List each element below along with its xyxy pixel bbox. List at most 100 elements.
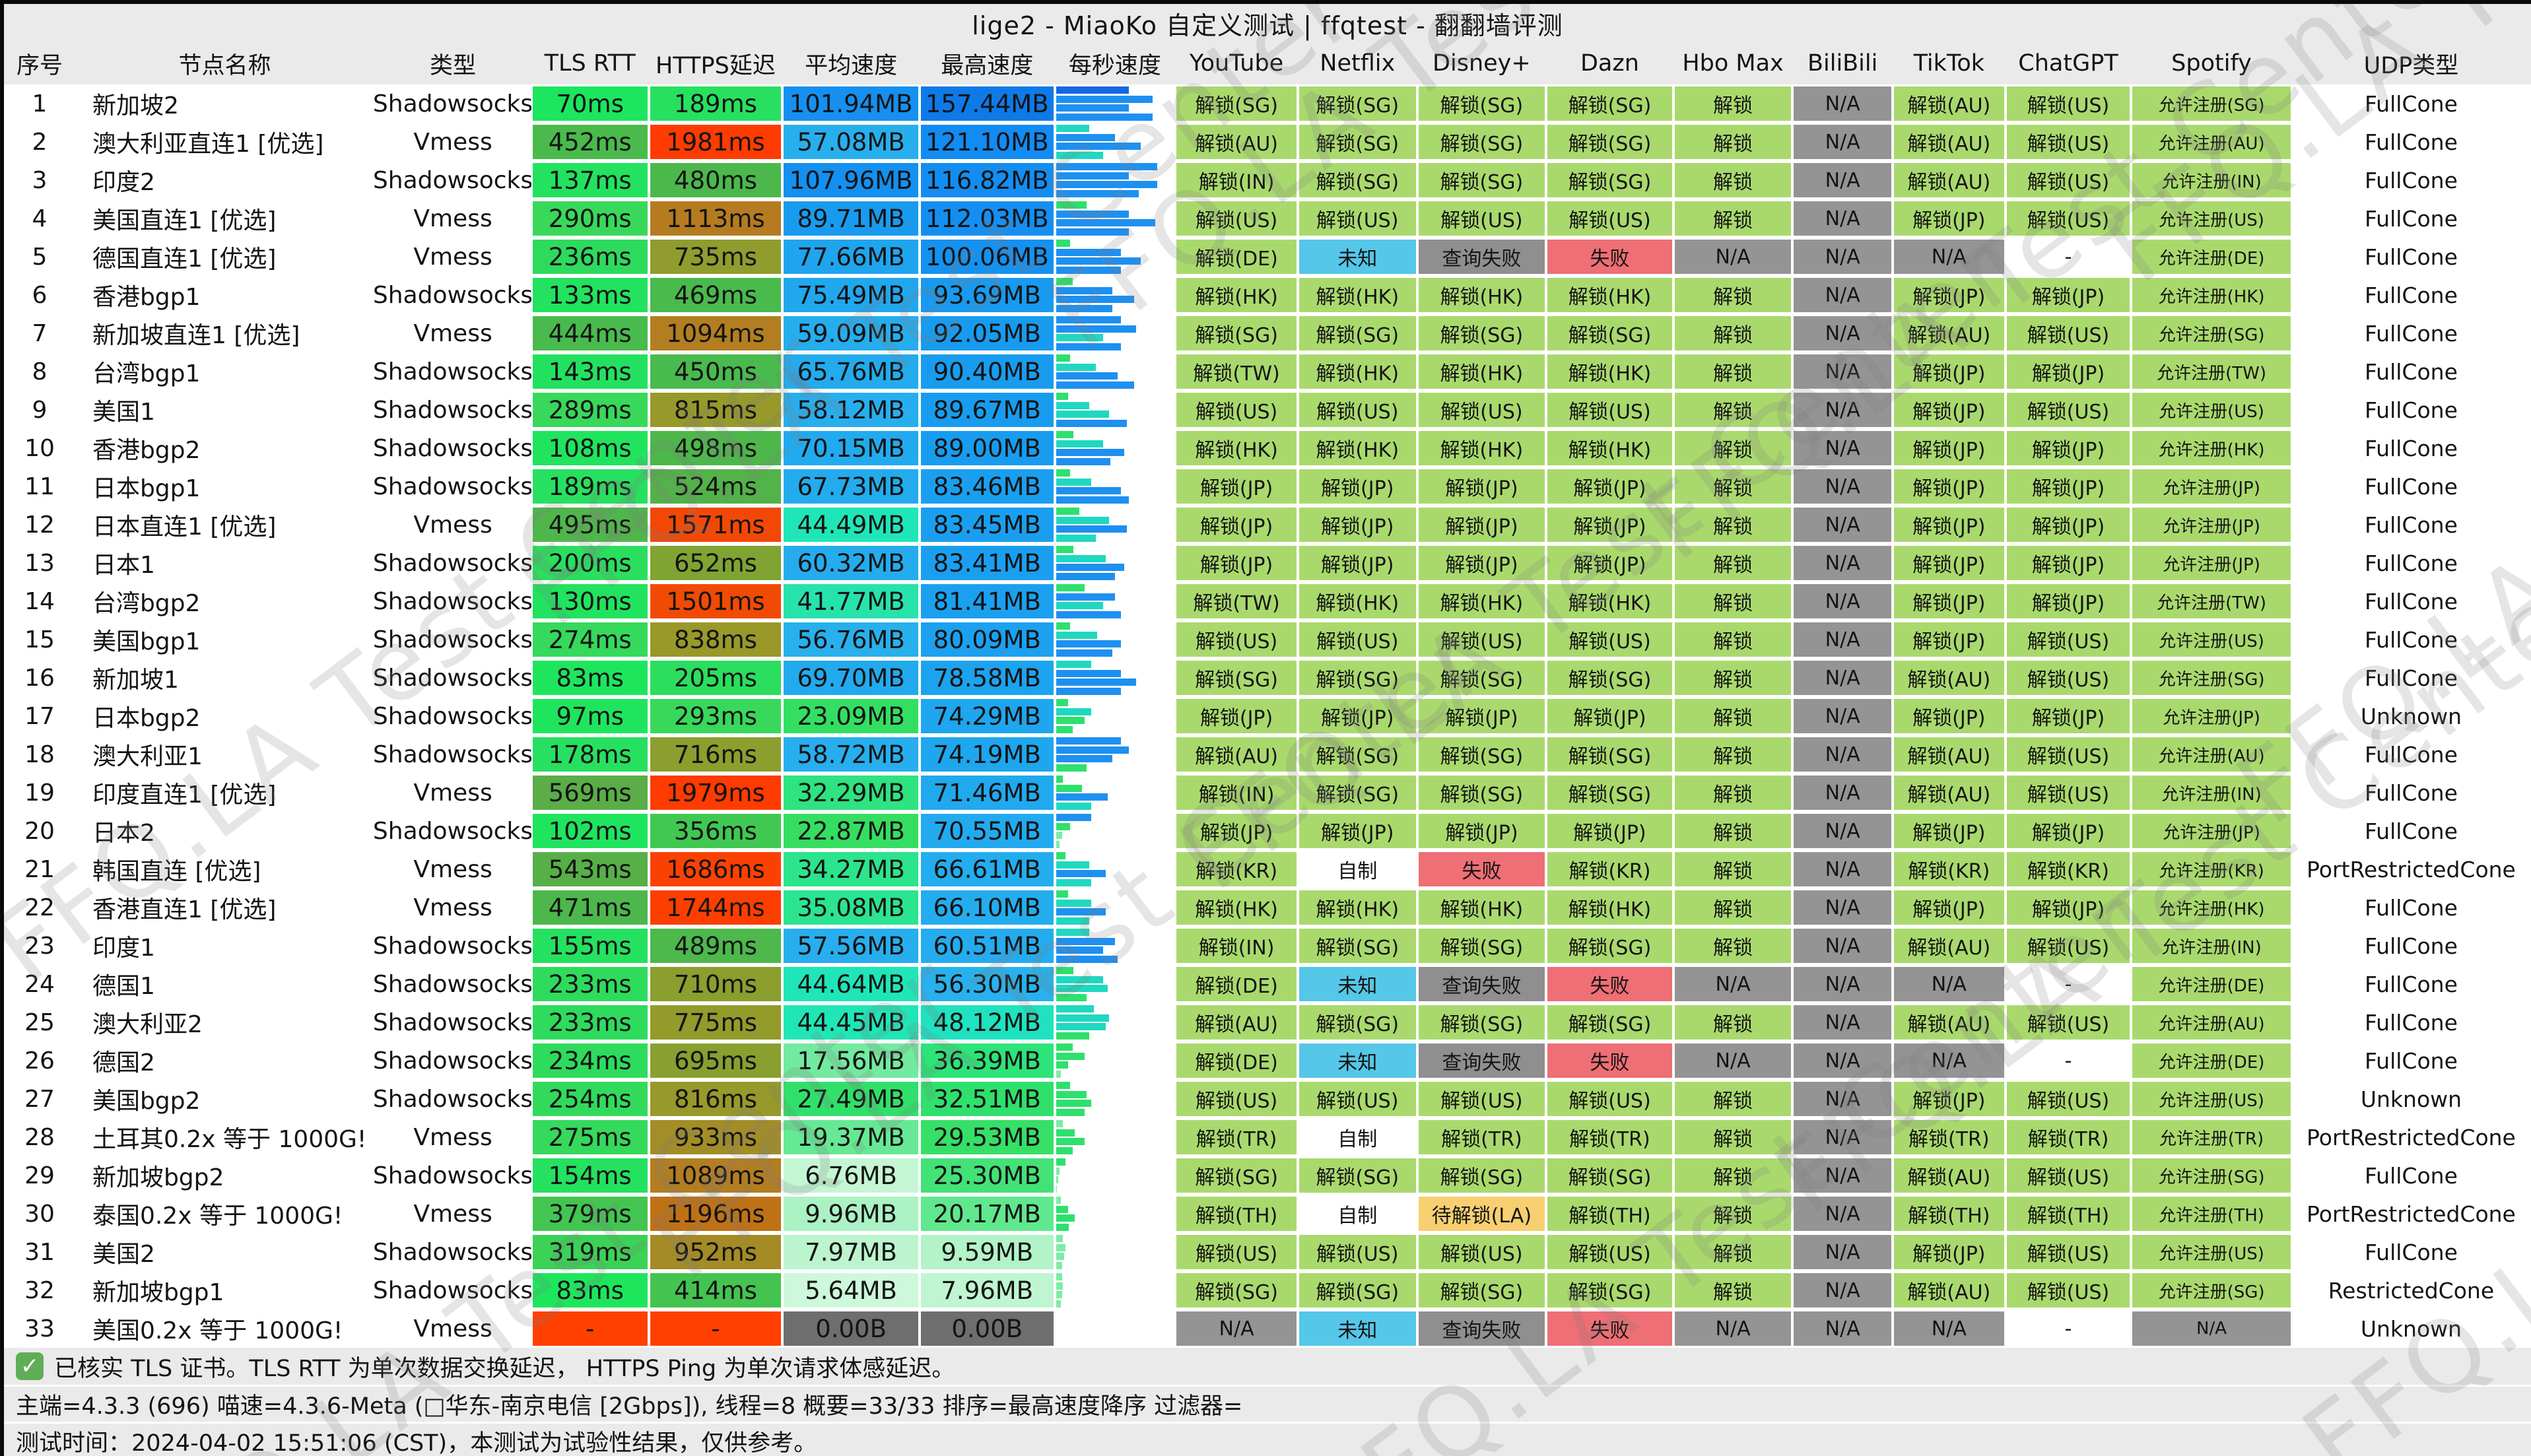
cell-tls-rtt: 97ms: [531, 697, 649, 735]
cell-unlock-hbo-max: 解锁: [1673, 1195, 1793, 1233]
cell-unlock-spotify: 允许注册(KR): [2131, 850, 2291, 888]
speed-bar: [1056, 1120, 1063, 1127]
cell-https-latency: 1094ms: [649, 314, 783, 352]
cell-unlock-youtube: 解锁(TR): [1175, 1118, 1298, 1156]
speed-bar: [1056, 1043, 1073, 1051]
speed-bar: [1056, 1014, 1109, 1022]
speed-bar: [1056, 755, 1113, 763]
cell-unlock-tiktok: 解锁(AU): [1893, 659, 2006, 697]
cell-max-speed: 66.61MB: [920, 850, 1055, 888]
cell-max-speed: 74.29MB: [920, 697, 1055, 735]
cell-https-latency: 498ms: [649, 429, 783, 467]
speed-bar: [1056, 325, 1137, 333]
speed-bar: [1056, 487, 1121, 495]
cell-unlock-spotify: 允许注册(HK): [2131, 429, 2291, 467]
cell-unlock-chatgpt: 解锁(US): [2006, 774, 2132, 812]
cell-node-name: 美国1: [92, 399, 155, 426]
speed-bar: [1056, 1129, 1075, 1137]
cell-max-speed: 66.10MB: [920, 888, 1055, 927]
cell-protocol-type: Shadowsocks: [374, 473, 531, 500]
cell-unlock-youtube: 解锁(SG): [1175, 1156, 1298, 1195]
cell-unlock-dazn: 解锁(US): [1546, 391, 1673, 429]
cell-unlock-dazn: 失败: [1546, 1042, 1673, 1080]
cell-unlock-chatgpt: 解锁(US): [2006, 391, 2132, 429]
cell-https-latency: 1979ms: [649, 774, 783, 812]
cell-tls-rtt: 289ms: [531, 391, 649, 429]
cell-udp-type: FullCone: [2365, 205, 2458, 232]
cell-unlock-spotify: 允许注册(JP): [2131, 812, 2291, 850]
cell-protocol-type: Shadowsocks: [374, 970, 531, 998]
speed-bar: [1056, 776, 1063, 783]
column-header-tls: TLS RTT: [544, 50, 636, 77]
cell-protocol-type: Shadowsocks: [374, 1085, 531, 1113]
cell-unlock-tiktok: 解锁(JP): [1893, 199, 2006, 238]
cell-unlock-hbo-max: 解锁: [1673, 123, 1793, 161]
speed-bar: [1056, 878, 1092, 886]
cell-index: 3: [32, 166, 48, 194]
cell-per-second-speed-chart: [1055, 84, 1176, 123]
cell-unlock-spotify: 允许注册(IN): [2131, 161, 2291, 199]
speed-bar: [1056, 611, 1121, 618]
cell-max-speed: 83.46MB: [920, 467, 1055, 506]
cell-unlock-bilibili: N/A: [1792, 1118, 1893, 1156]
speed-bar: [1056, 554, 1106, 562]
cell-unlock-hbo-max: 解锁: [1673, 429, 1793, 467]
cell-unlock-disney-plus: 查询失败: [1417, 1309, 1547, 1348]
cell-per-second-speed-chart: [1055, 888, 1176, 927]
cell-index: 11: [24, 473, 55, 500]
cell-udp-type: PortRestrictedCone: [2307, 856, 2516, 882]
footer-timestamp: 测试时间：2024-04-02 15:51:06 (CST)，本测试为试验性结果…: [4, 1422, 2531, 1456]
cell-avg-speed: 27.49MB: [782, 1080, 919, 1118]
cell-unlock-youtube: 解锁(IN): [1175, 774, 1298, 812]
cell-unlock-tiktok: 解锁(AU): [1893, 123, 2006, 161]
cell-avg-speed: 89.71MB: [782, 199, 919, 238]
cell-unlock-spotify: 允许注册(TR): [2131, 1118, 2291, 1156]
cell-unlock-tiktok: 解锁(AU): [1893, 927, 2006, 965]
cell-unlock-tiktok: 解锁(JP): [1893, 352, 2006, 391]
cell-unlock-disney-plus: 解锁(SG): [1417, 1156, 1547, 1195]
cell-tls-rtt: 189ms: [531, 467, 649, 506]
speed-bar: [1056, 832, 1062, 840]
cell-unlock-dazn: 失败: [1546, 1309, 1673, 1348]
cell-max-speed: 83.45MB: [920, 506, 1055, 544]
speed-bar: [1056, 1185, 1058, 1193]
cell-https-latency: 205ms: [649, 659, 783, 697]
cell-unlock-hbo-max: 解锁: [1673, 314, 1793, 352]
speed-bar: [1056, 725, 1073, 733]
cell-avg-speed: 77.66MB: [782, 238, 919, 276]
cell-https-latency: 1981ms: [649, 123, 783, 161]
cell-unlock-chatgpt: -: [2006, 238, 2132, 276]
cell-unlock-bilibili: N/A: [1792, 199, 1893, 238]
cell-node-name: 泰国0.2x 等于 1000G!: [92, 1203, 343, 1230]
speed-bar: [1056, 278, 1073, 285]
cell-avg-speed: 35.08MB: [782, 888, 919, 927]
cell-avg-speed: 101.94MB: [782, 84, 919, 123]
cell-unlock-dazn: 解锁(HK): [1546, 582, 1673, 620]
cell-per-second-speed-chart: [1055, 429, 1176, 467]
cell-index: 16: [24, 664, 55, 692]
cell-https-latency: 1089ms: [649, 1156, 783, 1195]
cell-unlock-disney-plus: 解锁(HK): [1417, 888, 1547, 927]
cell-node-name: 日本直连1 [优选]: [92, 513, 277, 541]
cell-udp-type: FullCone: [2365, 588, 2458, 614]
table-row: 16 新加坡1 Shadowsocks 83ms 205ms 69.70MB 78.58MB…: [4, 659, 2531, 697]
cell-unlock-youtube: 解锁(DE): [1175, 1042, 1298, 1080]
cell-https-latency: 735ms: [649, 238, 783, 276]
cell-index: 23: [24, 932, 55, 960]
cell-max-speed: 83.41MB: [920, 544, 1055, 582]
cell-index: 10: [24, 434, 55, 462]
cell-https-latency: 480ms: [649, 161, 783, 199]
cell-unlock-chatgpt: 解锁(US): [2006, 620, 2132, 659]
cell-per-second-speed-chart: [1055, 161, 1176, 199]
speed-bar: [1056, 1223, 1069, 1231]
cell-max-speed: 74.19MB: [920, 735, 1055, 774]
cell-https-latency: 1113ms: [649, 199, 783, 238]
cell-max-speed: 56.30MB: [920, 965, 1055, 1003]
cell-unlock-bilibili: N/A: [1792, 697, 1893, 735]
cell-unlock-bilibili: N/A: [1792, 812, 1893, 850]
speed-bar: [1056, 937, 1115, 945]
cell-https-latency: 293ms: [649, 697, 783, 735]
cell-unlock-bilibili: N/A: [1792, 774, 1893, 812]
cell-index: 18: [24, 741, 55, 768]
cell-unlock-youtube: 解锁(TW): [1175, 352, 1298, 391]
